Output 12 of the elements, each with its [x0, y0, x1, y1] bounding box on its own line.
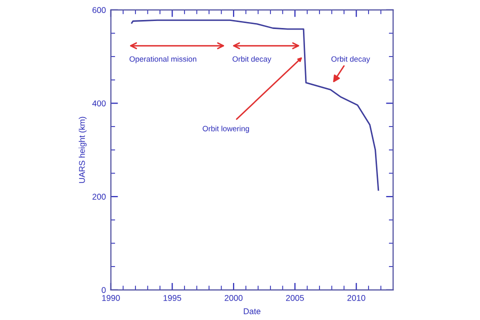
y-tick-label: 0: [102, 287, 106, 294]
x-tick-label: 2005: [286, 295, 304, 301]
y-tick-label: 200: [92, 194, 106, 200]
x-tick-label: 1990: [102, 295, 120, 301]
x-axis-title: Date: [244, 308, 260, 314]
y-tick-label: 400: [92, 100, 106, 106]
y-axis-title: UARS height (km): [78, 116, 87, 183]
y-tick-label: 600: [92, 7, 106, 14]
line-series: [131, 19, 380, 191]
x-tick-label: 2000: [224, 295, 243, 301]
x-tick-label: 1995: [164, 295, 182, 301]
x-tick-label: 2010: [347, 295, 366, 301]
